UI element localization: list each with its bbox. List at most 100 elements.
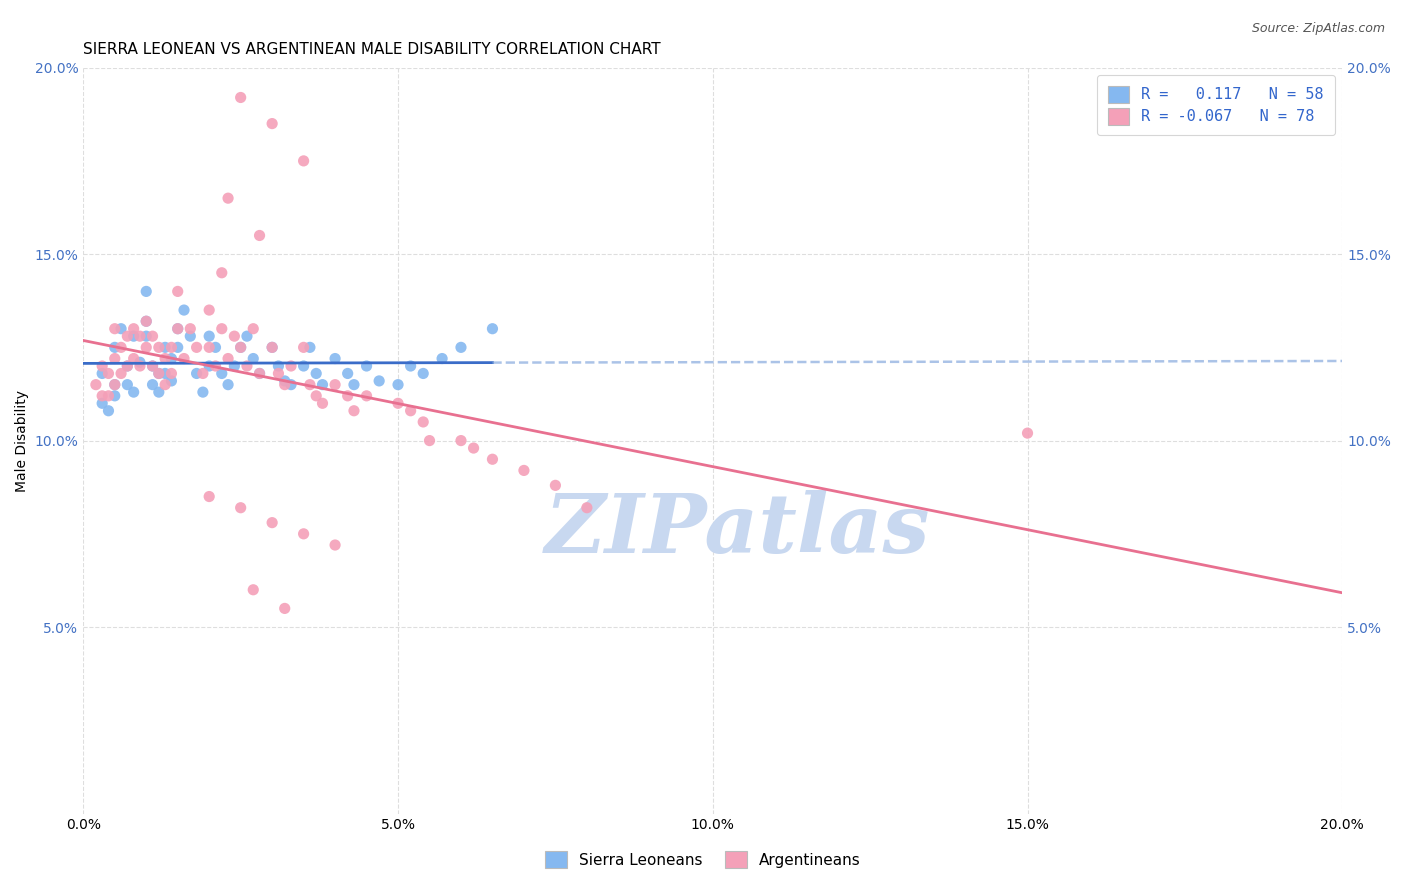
Point <box>198 303 221 318</box>
Point <box>179 329 201 343</box>
Point <box>122 329 145 343</box>
Point <box>122 351 145 366</box>
Point <box>262 340 284 354</box>
Point <box>481 452 503 467</box>
Point <box>274 601 297 615</box>
Point <box>166 285 188 299</box>
Point <box>292 359 315 373</box>
Point <box>104 322 127 336</box>
Point <box>305 367 328 381</box>
Point <box>336 367 359 381</box>
Point <box>343 403 366 417</box>
Point <box>368 374 391 388</box>
Point <box>280 359 302 373</box>
Point <box>236 359 259 373</box>
Point <box>262 516 284 530</box>
Point <box>160 351 183 366</box>
Point <box>141 329 163 343</box>
Point <box>262 117 284 131</box>
Point <box>418 434 440 448</box>
Point <box>292 340 315 354</box>
Point <box>298 377 321 392</box>
Point <box>412 367 434 381</box>
Point <box>343 377 366 392</box>
Point <box>153 367 176 381</box>
Point <box>399 359 422 373</box>
Point <box>117 329 139 343</box>
Point <box>117 359 139 373</box>
Point <box>249 367 271 381</box>
Point <box>575 500 598 515</box>
Point <box>204 340 226 354</box>
Point <box>104 389 127 403</box>
Point <box>141 359 163 373</box>
Point <box>323 351 346 366</box>
Point <box>242 322 264 336</box>
Point <box>97 367 120 381</box>
Point <box>198 490 221 504</box>
Point <box>198 340 221 354</box>
Point <box>217 191 239 205</box>
Point <box>274 374 297 388</box>
Point <box>229 340 252 354</box>
Point <box>311 377 333 392</box>
Point <box>356 389 378 403</box>
Point <box>412 415 434 429</box>
Point <box>135 314 157 328</box>
Point <box>160 340 183 354</box>
Point <box>249 367 271 381</box>
Point <box>135 340 157 354</box>
Point <box>262 340 284 354</box>
Point <box>463 441 485 455</box>
Point <box>153 351 176 366</box>
Point <box>141 359 163 373</box>
Point <box>311 396 333 410</box>
Point <box>91 359 114 373</box>
Point <box>186 367 208 381</box>
Point <box>104 377 127 392</box>
Point <box>224 329 246 343</box>
Text: SIERRA LEONEAN VS ARGENTINEAN MALE DISABILITY CORRELATION CHART: SIERRA LEONEAN VS ARGENTINEAN MALE DISAB… <box>83 42 661 57</box>
Point <box>224 359 246 373</box>
Point <box>186 340 208 354</box>
Point <box>153 377 176 392</box>
Point <box>323 538 346 552</box>
Point <box>179 322 201 336</box>
Point <box>430 351 453 366</box>
Point <box>280 377 302 392</box>
Point <box>204 359 226 373</box>
Point <box>211 266 233 280</box>
Point <box>229 340 252 354</box>
Point <box>97 403 120 417</box>
Legend: Sierra Leoneans, Argentineans: Sierra Leoneans, Argentineans <box>537 844 869 875</box>
Point <box>135 285 157 299</box>
Point <box>217 377 239 392</box>
Point <box>117 377 139 392</box>
Point <box>387 396 409 410</box>
Point <box>166 340 188 354</box>
Point <box>323 377 346 392</box>
Point <box>236 329 259 343</box>
Point <box>104 377 127 392</box>
Point <box>450 340 472 354</box>
Point <box>148 340 170 354</box>
Point <box>292 153 315 168</box>
Text: Source: ZipAtlas.com: Source: ZipAtlas.com <box>1251 22 1385 36</box>
Point <box>110 322 132 336</box>
Point <box>267 367 290 381</box>
Point <box>141 377 163 392</box>
Point <box>298 340 321 354</box>
Point <box>450 434 472 448</box>
Point <box>153 340 176 354</box>
Point <box>1017 426 1039 441</box>
Point <box>117 359 139 373</box>
Point <box>356 359 378 373</box>
Y-axis label: Male Disability: Male Disability <box>15 390 30 491</box>
Point <box>110 340 132 354</box>
Point <box>242 582 264 597</box>
Point <box>211 322 233 336</box>
Point <box>513 463 536 477</box>
Point <box>91 367 114 381</box>
Point <box>135 314 157 328</box>
Point <box>104 340 127 354</box>
